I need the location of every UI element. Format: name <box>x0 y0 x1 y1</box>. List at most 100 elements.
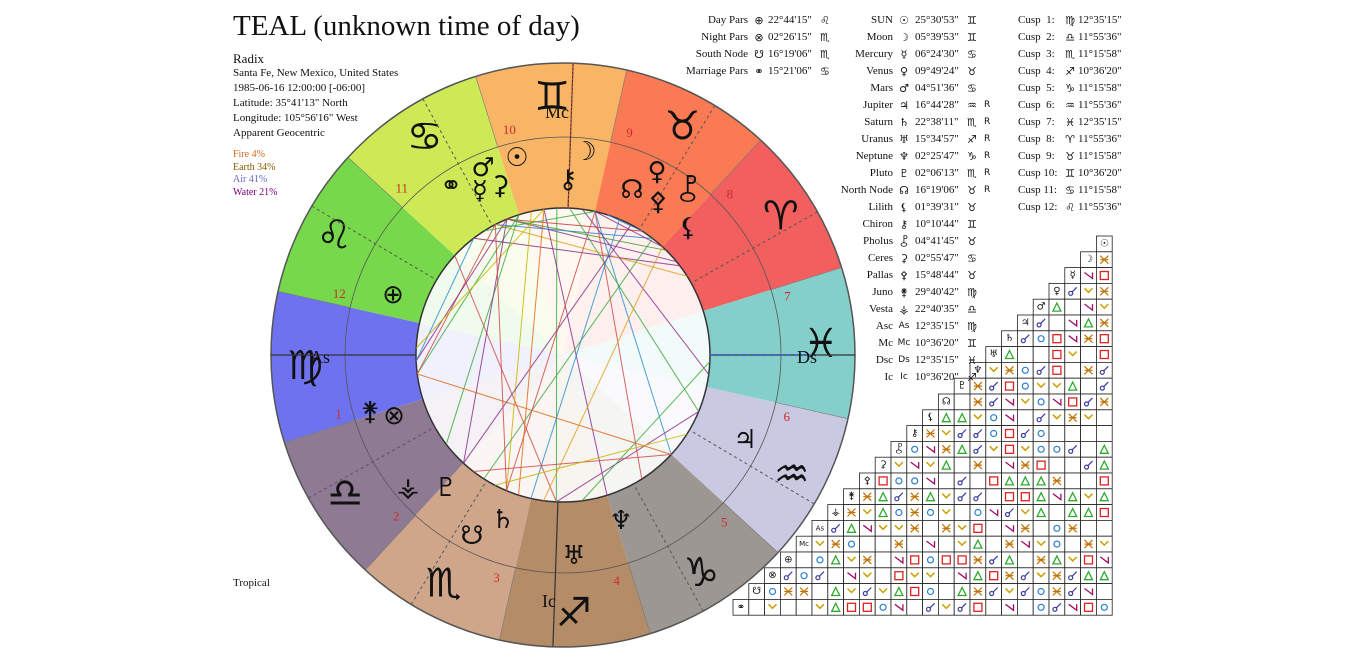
sign-glyph-scorpio-icon: ♏ <box>426 561 462 607</box>
planet-glyph-icon: ♇ <box>899 167 909 180</box>
grid-cell <box>1032 583 1050 600</box>
grid-cell <box>843 599 860 616</box>
opposition-stroke <box>1071 571 1078 578</box>
sextile-icon <box>1020 523 1030 533</box>
grid-header-glyph-icon: ⚷ <box>911 428 918 439</box>
planet-position: 12°35'15" <box>915 354 959 366</box>
grid-cell <box>938 472 955 490</box>
square-icon <box>989 571 999 581</box>
grid-cell <box>843 520 860 537</box>
semisextile-icon <box>894 603 904 612</box>
element-earth: Earth 34% <box>233 161 276 173</box>
quintile-icon <box>1021 366 1029 374</box>
grid-cell <box>969 472 987 490</box>
trine-icon <box>830 554 841 565</box>
grid-header-glyph-icon: ⯛ <box>895 443 902 455</box>
opposition-icon <box>1020 575 1026 581</box>
planet-name: North Node <box>840 184 893 196</box>
grid-cell <box>953 456 971 474</box>
cusp-sign-icon: ♐ <box>1065 65 1075 78</box>
grid-cell <box>1032 472 1050 490</box>
opposition-stroke <box>1023 429 1030 435</box>
trine-icon <box>1067 380 1078 391</box>
cusp-position: 11°15'58" <box>1078 184 1122 196</box>
trine-icon <box>1036 491 1047 502</box>
quintile-icon <box>990 429 998 438</box>
square-icon <box>1004 492 1015 502</box>
retrograde-marker: R <box>984 168 991 178</box>
grid-cell <box>1080 425 1097 442</box>
grid-header-glyph-icon: ☿ <box>1070 270 1076 281</box>
opposition-stroke <box>992 381 999 388</box>
sextile-icon <box>973 397 983 407</box>
conjunction-icon <box>846 556 857 562</box>
sextile-icon <box>894 539 904 549</box>
grid-header-glyph-icon: ♆ <box>973 365 982 376</box>
trine-icon <box>1004 349 1015 360</box>
opposition-icon <box>957 496 963 502</box>
cusp-label: Cusp 2: <box>1018 31 1055 43</box>
planet-glyph-icon: ⚵ <box>899 286 909 299</box>
grid-cell <box>874 599 892 616</box>
grid-cell <box>969 504 987 521</box>
grid-cell <box>985 535 1002 553</box>
grid-row: ♀ <box>1048 282 1113 300</box>
aspect-line <box>415 238 475 362</box>
grid-header-glyph-icon: ⚭ <box>737 602 745 613</box>
quintile-icon <box>768 587 777 596</box>
house-cusp-line <box>689 429 815 505</box>
quintile-icon <box>974 508 982 517</box>
house-number: 6 <box>783 409 790 424</box>
trine-icon <box>1004 475 1015 486</box>
opposition-icon <box>989 590 995 597</box>
grid-cell <box>795 551 813 569</box>
planet-sign-icon: ♓ <box>967 354 977 367</box>
opposition-icon <box>973 432 979 439</box>
longitude: Longitude: 105°56'16" West <box>233 112 358 124</box>
trine-icon <box>1036 507 1047 518</box>
opposition-stroke <box>1087 460 1093 467</box>
planet-name: Vesta <box>869 303 893 315</box>
quintile-icon <box>1053 540 1061 548</box>
grid-row: As <box>811 520 1113 537</box>
aspect-line <box>581 361 711 502</box>
cusp-sign-icon: ♓ <box>1065 116 1075 129</box>
aspect-line <box>556 411 699 503</box>
semisextile-icon <box>1084 587 1094 596</box>
grid-cell <box>985 425 1002 442</box>
semisextile-icon <box>926 477 936 486</box>
grid-header-glyph-icon: ♅ <box>989 349 998 360</box>
grid-row: ⚸ <box>922 409 1113 426</box>
opposition-stroke <box>865 587 872 593</box>
quintile-icon <box>926 556 935 564</box>
opposition-icon <box>1099 369 1105 375</box>
planet-sign-icon: ♊ <box>967 218 977 231</box>
square-icon <box>957 555 967 565</box>
conjunction-icon <box>1099 540 1109 547</box>
cusp-label: Cusp 1: <box>1018 14 1055 26</box>
planet-position: 01°39'31" <box>915 201 959 213</box>
square-icon <box>1004 428 1015 439</box>
juno-icon: ⚵ <box>360 397 379 427</box>
sextile-icon <box>783 587 793 596</box>
semisextile-icon <box>1052 398 1062 407</box>
grid-cell <box>1032 488 1050 505</box>
grid-cell <box>874 567 892 584</box>
semisextile-icon <box>1084 303 1094 312</box>
aspect-line <box>594 211 672 455</box>
planet-name: Lilith <box>868 201 893 213</box>
quintile-icon <box>1037 603 1045 611</box>
part-glyph-icon: ⊗ <box>754 31 764 44</box>
venus-icon: ♀ <box>647 157 666 187</box>
planet-name: SUN <box>870 14 893 26</box>
sign-glyph-pisces-icon: ♓ <box>803 321 839 367</box>
semisextile-icon <box>910 461 920 470</box>
quintile-icon <box>895 477 903 485</box>
opposition-icon <box>973 496 979 502</box>
grid-row: ⚵ <box>843 488 1113 505</box>
grid-header-glyph-icon: ♄ <box>1005 333 1014 344</box>
opposition-stroke <box>1071 587 1078 593</box>
sextile-icon <box>1005 539 1014 549</box>
house-number: 5 <box>721 514 728 529</box>
